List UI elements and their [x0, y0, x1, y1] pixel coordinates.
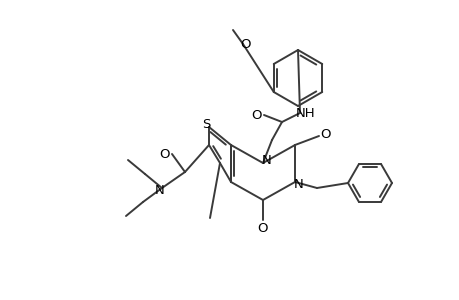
Text: S: S — [202, 118, 210, 130]
Text: N: N — [155, 184, 164, 197]
Text: NH: NH — [296, 106, 315, 119]
Text: O: O — [159, 148, 170, 160]
Text: O: O — [320, 128, 330, 140]
Text: O: O — [251, 109, 262, 122]
Text: N: N — [262, 154, 271, 166]
Text: O: O — [257, 221, 268, 235]
Text: O: O — [240, 38, 251, 50]
Text: N: N — [293, 178, 303, 190]
